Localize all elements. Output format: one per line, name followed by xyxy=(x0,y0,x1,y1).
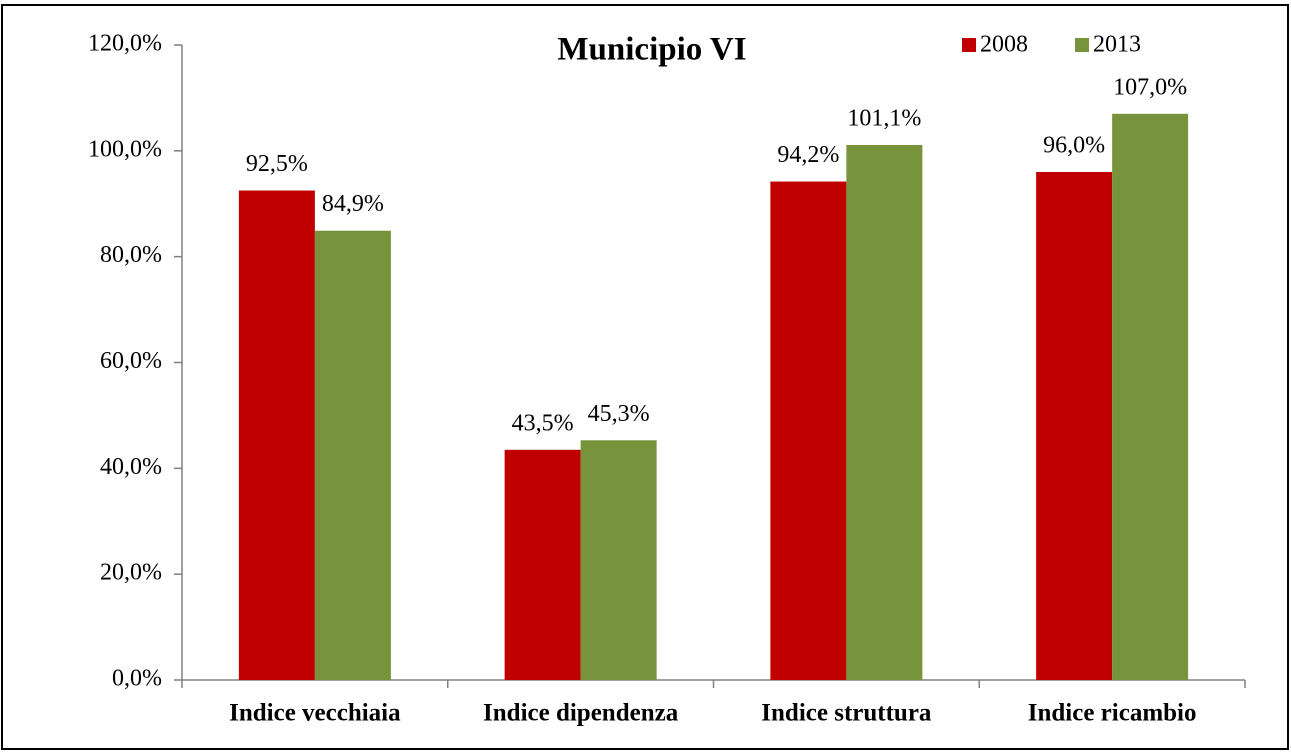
data-label: 94,2% xyxy=(777,142,839,168)
y-tick-label: 120,0% xyxy=(88,31,162,57)
data-label: 107,0% xyxy=(1113,74,1187,100)
bar xyxy=(846,145,923,680)
y-tick-label: 40,0% xyxy=(100,454,162,480)
x-tick-label: Indice struttura xyxy=(761,700,932,727)
y-tick-label: 0,0% xyxy=(112,666,162,692)
bar xyxy=(1036,172,1113,680)
bar xyxy=(504,449,581,680)
bar xyxy=(580,440,657,680)
legend-label: 2008 xyxy=(980,32,1028,58)
data-label: 45,3% xyxy=(588,401,650,427)
data-label: 96,0% xyxy=(1043,133,1105,159)
bar xyxy=(238,190,315,681)
data-label: 84,9% xyxy=(322,191,384,217)
y-tick-label: 100,0% xyxy=(88,136,162,162)
y-tick-label: 60,0% xyxy=(100,348,162,374)
bar xyxy=(1112,113,1189,680)
data-label: 92,5% xyxy=(246,151,308,177)
x-tick-label: Indice vecchiaia xyxy=(229,700,401,727)
x-tick-label: Indice dipendenza xyxy=(483,700,679,727)
data-label: 43,5% xyxy=(512,410,574,436)
legend-label: 2013 xyxy=(1093,32,1141,58)
legend-swatch xyxy=(1075,38,1089,52)
y-tick-label: 80,0% xyxy=(100,242,162,268)
x-tick-label: Indice ricambio xyxy=(1028,700,1197,727)
bar xyxy=(314,230,391,681)
bar xyxy=(770,181,847,680)
y-tick-label: 20,0% xyxy=(100,560,162,586)
data-label: 101,1% xyxy=(847,106,921,132)
chart-title: Municipio VI xyxy=(557,32,746,68)
legend-swatch xyxy=(962,38,976,52)
